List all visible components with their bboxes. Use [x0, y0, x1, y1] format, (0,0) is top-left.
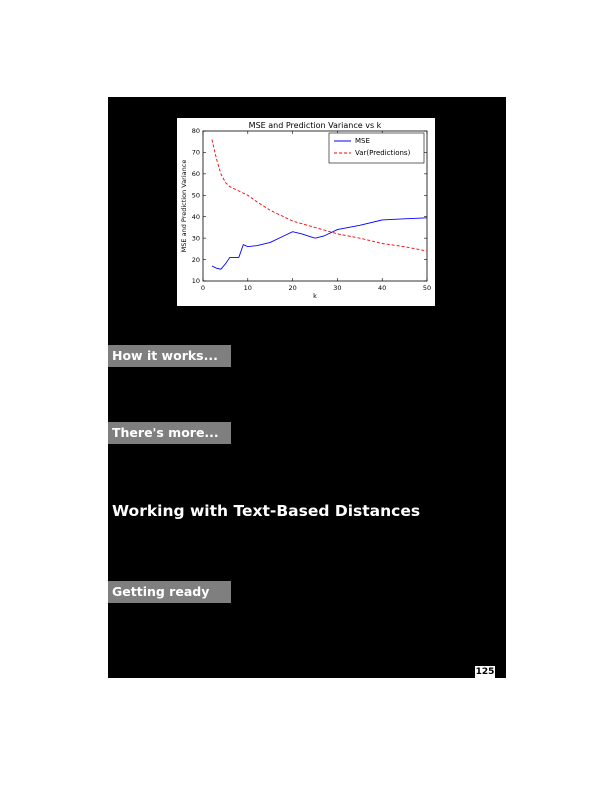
y-tick-label: 60 [192, 170, 200, 178]
plot-area-frame [202, 130, 428, 282]
y-tick-label: 20 [192, 256, 200, 264]
x-tick-label: 50 [423, 284, 431, 292]
mse-variance-chart: 0 10 20 30 40 50 10 20 30 40 50 60 70 80 MSE and Predi… [177, 118, 435, 306]
legend-entry: Var(Predictions) [355, 149, 411, 157]
x-tick-label: 10 [244, 284, 252, 292]
series-line-var-predictions [211, 139, 428, 252]
x-tick-label: 40 [378, 284, 386, 292]
section-theres-more: There's more... [108, 422, 231, 444]
legend-box [328, 132, 425, 164]
y-tick-label: 30 [192, 234, 200, 242]
y-tick-label: 70 [192, 149, 200, 157]
y-axis-label: MSE and Prediction Variance [180, 160, 188, 253]
section-how-it-works: How it works... [108, 345, 231, 367]
x-axis-label: k [313, 292, 317, 300]
x-tick-label: 0 [201, 284, 205, 292]
y-tick-label: 50 [192, 191, 200, 199]
section-heading: Working with Text-Based Distances [112, 502, 421, 520]
y-tick-label: 80 [192, 127, 200, 135]
x-tick-label: 20 [288, 284, 296, 292]
y-tick-label: 10 [192, 277, 200, 285]
legend-entry: MSE [355, 137, 370, 145]
chart-title: MSE and Prediction Variance vs k [249, 121, 382, 130]
series-line-mse [211, 217, 428, 270]
page-number: 125 [475, 666, 495, 678]
x-tick-label: 30 [333, 284, 341, 292]
section-getting-ready: Getting ready [108, 581, 231, 603]
y-tick-label: 40 [192, 213, 200, 221]
